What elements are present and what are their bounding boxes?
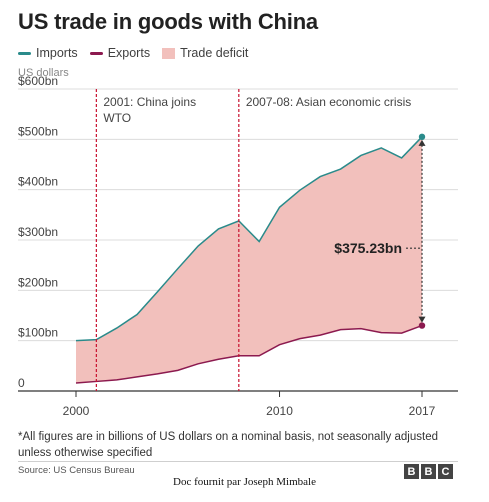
document-credit: Doc fournit par Joseph Mimbale: [173, 476, 316, 488]
x-tick-label: 2010: [266, 404, 293, 418]
y-tick-label: $300bn: [18, 225, 58, 239]
imports-line: [75, 136, 423, 342]
legend-item-exports: Exports: [89, 46, 151, 60]
legend-label-exports: Exports: [107, 46, 151, 60]
exports-end-point: [418, 322, 426, 329]
bbc-logo-letter: C: [438, 464, 453, 479]
footnote: *All figures are in billions of US dolla…: [18, 431, 438, 459]
deficit-value-label: $375.23bn: [334, 240, 402, 256]
y-tick-label: $100bn: [18, 326, 58, 340]
legend-label-imports: Imports: [36, 46, 78, 60]
exports-line: [75, 324, 423, 384]
legend-swatch-exports: [89, 51, 103, 55]
chart-plot: 0 $100bn $200bn $300bn $400bn $500bn $600bn 200…: [18, 74, 458, 418]
legend-label-trade-deficit: Trade deficit: [180, 46, 249, 60]
chart-title: US trade in goods with China: [18, 9, 318, 34]
legend-item-trade-deficit: Trade deficit: [162, 46, 248, 60]
legend-swatch-imports: [18, 51, 31, 55]
annotation-label: WTO: [103, 111, 131, 125]
legend: Imports Exports Trade deficit: [18, 46, 260, 60]
y-tick-label: $400bn: [18, 175, 58, 189]
legend-swatch-trade-deficit: [162, 47, 176, 59]
source-note: Source: US Census Bureau: [18, 465, 135, 476]
annotation-label: 2001: China joins: [103, 95, 196, 109]
x-tick-label: 2000: [63, 404, 90, 418]
y-tick-label: $500bn: [18, 124, 58, 138]
y-tick-label: $600bn: [18, 74, 58, 88]
footer-divider: [18, 461, 458, 462]
deficit-arrow-down: [418, 316, 426, 323]
legend-item-imports: Imports: [18, 46, 78, 60]
bbc-logo-letter: B: [404, 464, 419, 479]
imports-end-point: [418, 133, 426, 141]
bbc-logo: B B C: [402, 464, 453, 479]
trade-deficit-area: [76, 136, 422, 383]
x-tick-label: 2017: [409, 404, 436, 418]
bbc-logo-letter: B: [421, 464, 436, 479]
deficit-arrow-up: [418, 139, 426, 146]
y-tick-label: 0: [18, 376, 25, 390]
y-units-label: US dollars: [18, 67, 69, 79]
annotation-label: 2007-08: Asian economic crisis: [246, 95, 411, 109]
y-tick-label: $200bn: [18, 275, 58, 289]
